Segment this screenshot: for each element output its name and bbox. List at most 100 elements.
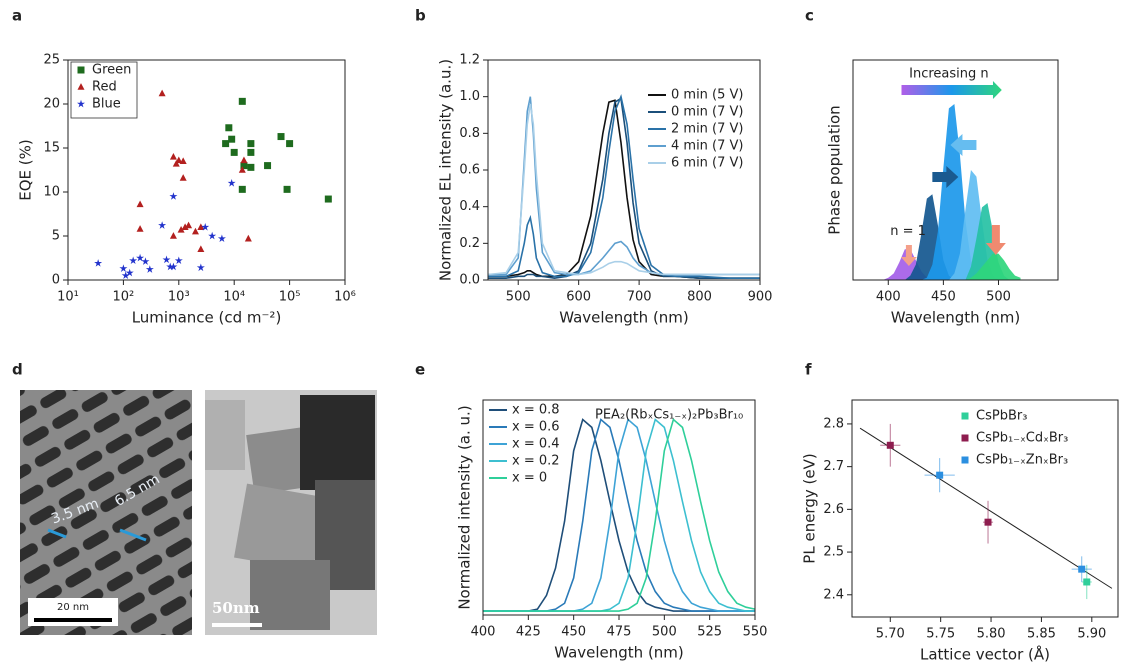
line [488, 103, 760, 276]
legend-label: CsPb₁₋ₓCdₓBr₃ [976, 431, 1068, 446]
x-tick-label: 525 [697, 625, 722, 640]
point [1078, 565, 1086, 573]
point [166, 262, 175, 271]
x-tick-label: 10⁵ [279, 290, 301, 305]
point [264, 162, 272, 170]
x-tick-label: 425 [516, 625, 541, 640]
x-tick-label: 10⁶ [334, 290, 356, 305]
y-axis-label: PL energy (eV) [801, 453, 819, 563]
x-tick-label: 5.80 [977, 627, 1006, 642]
x-tick-label: 400 [876, 290, 901, 305]
annotation: n = 1 [890, 224, 926, 239]
annotation: PEA₂(RbₓCs₁₋ₓ)₂Pb₃Br₁₀ [595, 408, 743, 423]
legend-label: 0 min (5 V) [671, 88, 744, 103]
point [286, 140, 294, 148]
measure [47, 528, 67, 539]
x-tick-label: 400 [471, 625, 496, 640]
micrograph-right: 50nm [205, 390, 377, 635]
y-tick-label: 1.0 [459, 89, 480, 104]
y-axis-label: Normalized intensity (a. u.) [456, 405, 474, 609]
point [172, 159, 180, 167]
legend-label: x = 0.4 [512, 437, 560, 452]
x-tick-label: 500 [986, 290, 1011, 305]
x-tick-label: 700 [627, 290, 652, 305]
fit-line [859, 427, 1113, 589]
area [877, 253, 1021, 280]
micrograph-left: 3.5 nm 6.5 nm 20 nm [20, 390, 192, 635]
legend-marker [961, 412, 969, 420]
point [324, 195, 332, 203]
point [936, 471, 944, 479]
line [483, 418, 755, 612]
point [238, 97, 246, 105]
panel-label: e [415, 361, 425, 379]
point [141, 257, 150, 265]
x-axis-label: Wavelength (nm) [554, 644, 684, 662]
arrow [932, 166, 959, 188]
y-tick-label: 0.8 [459, 126, 480, 141]
y-axis-label: Phase population [826, 105, 844, 234]
crystal [205, 400, 245, 470]
legend-marker [77, 99, 85, 108]
y-tick-label: 2.6 [823, 502, 844, 517]
point [283, 185, 291, 193]
point [247, 140, 255, 148]
x-tick-label: 600 [566, 290, 591, 305]
legend-label: x = 0 [512, 471, 547, 486]
x-tick-label: 5.85 [1027, 627, 1056, 642]
legend-label: CsPb₁₋ₓZnₓBr₃ [976, 453, 1068, 468]
x-tick-label: 5.75 [926, 627, 955, 642]
y-tick-label: 0.2 [459, 236, 480, 251]
x-axis-label: Wavelength (nm) [891, 309, 1021, 327]
x-tick-label: 5.70 [876, 627, 905, 642]
point [238, 166, 246, 173]
panel-label: b [415, 7, 426, 25]
legend-label: x = 0.6 [512, 420, 560, 435]
y-tick-label: 25 [43, 53, 60, 68]
arrow [985, 225, 1006, 255]
x-tick-label: 500 [652, 625, 677, 640]
x-tick-label: 450 [561, 625, 586, 640]
line [488, 97, 760, 279]
plot [483, 418, 755, 612]
point [179, 174, 187, 181]
point [277, 133, 285, 141]
point [230, 148, 238, 156]
point [177, 225, 185, 233]
x-tick-label: 10³ [168, 290, 190, 305]
legend-label: 0 min (7 V) [671, 105, 744, 120]
point [247, 148, 255, 156]
point [217, 234, 226, 243]
legend-label: x = 0.8 [512, 403, 560, 418]
y-tick-label: 0.0 [459, 273, 480, 288]
scale-label: 20 nm [57, 602, 89, 613]
point [175, 156, 183, 164]
x-tick-label: 800 [687, 290, 712, 305]
panel-label: c [805, 7, 814, 25]
point [228, 135, 236, 143]
plot [488, 94, 760, 279]
point [136, 253, 145, 262]
panel-label: d [12, 361, 23, 379]
point [1083, 578, 1091, 586]
legend-marker [77, 83, 85, 90]
y-tick-label: 0 [52, 273, 60, 288]
point [136, 200, 144, 208]
point [169, 152, 177, 160]
x-axis-label: Luminance (cd m⁻²) [132, 309, 282, 327]
arrow [901, 81, 1002, 99]
y-tick-label: 15 [43, 141, 60, 156]
point [119, 264, 128, 272]
point [247, 163, 255, 171]
arrow [950, 134, 977, 156]
point [197, 245, 205, 252]
area [877, 104, 1021, 280]
point [222, 140, 230, 148]
point [201, 223, 210, 231]
point [179, 157, 187, 164]
x-axis-label: Lattice vector (Å) [920, 645, 1050, 663]
y-tick-label: 1.2 [459, 53, 480, 68]
point [158, 221, 167, 229]
measure [119, 528, 147, 542]
x-tick-label: 475 [607, 625, 632, 640]
